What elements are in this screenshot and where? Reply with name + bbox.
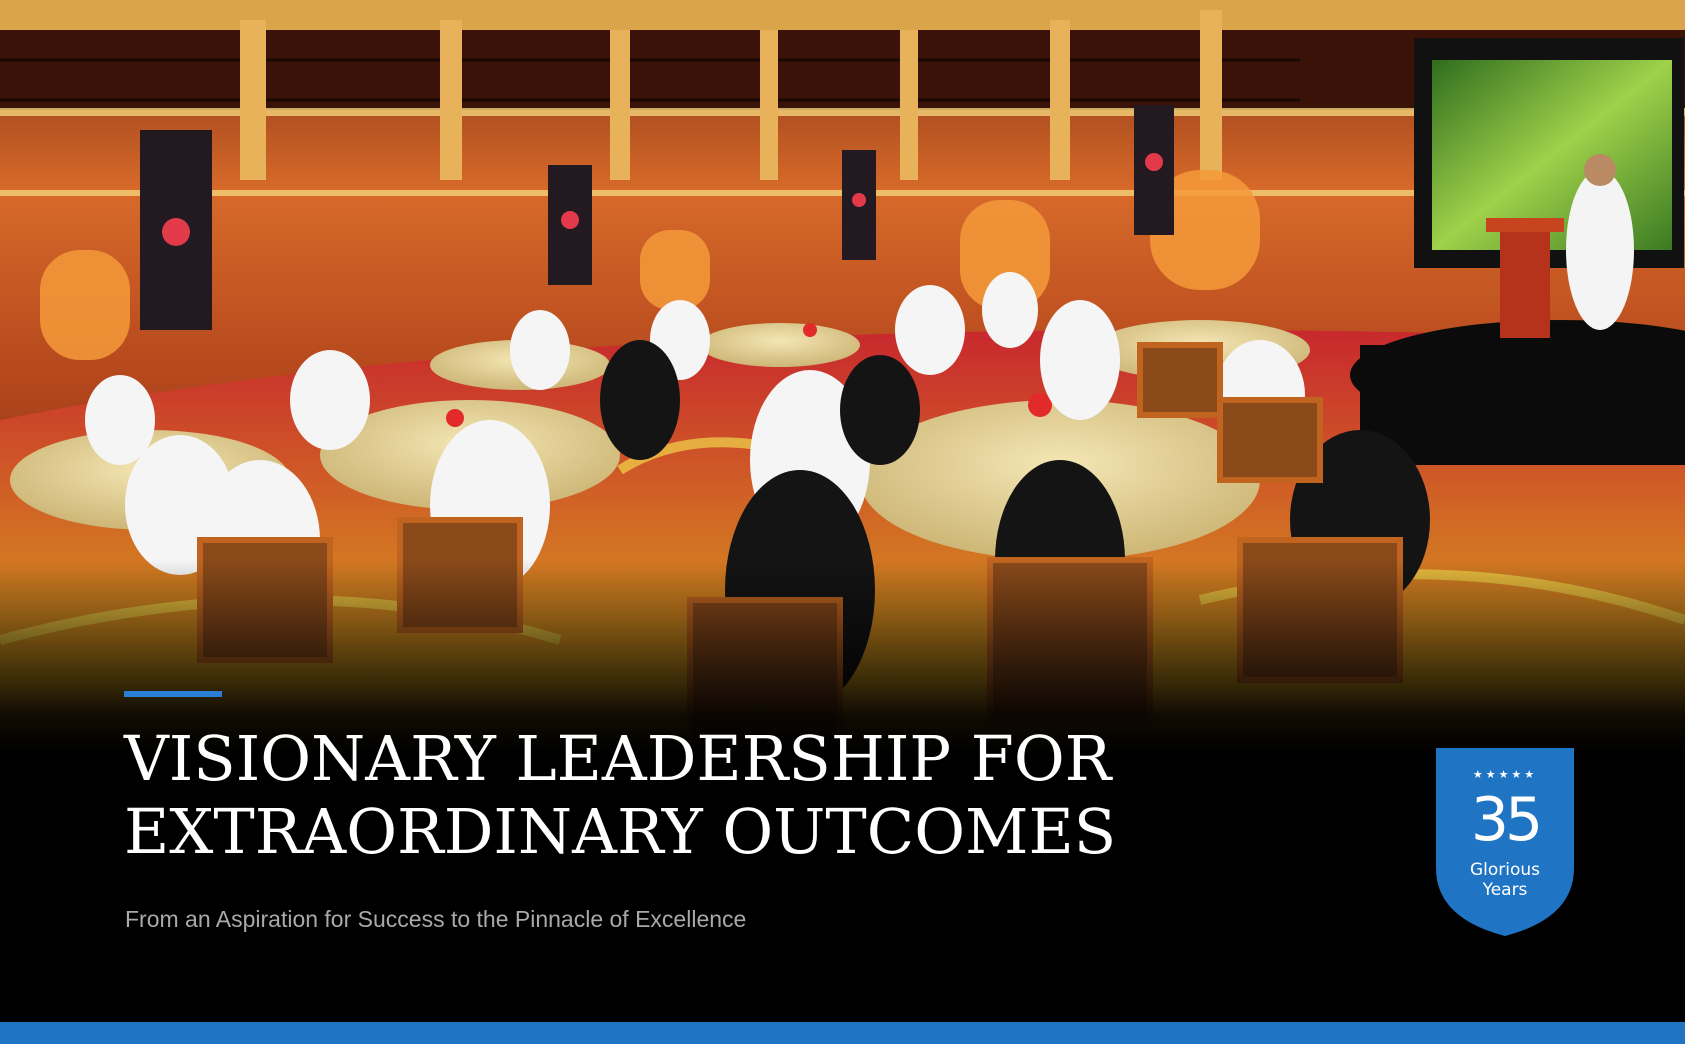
headline-line-1: VISIONARY LEADERSHIP FOR xyxy=(124,722,1112,795)
headline-line-2: EXTRAORDINARY OUTCOMES xyxy=(124,795,1117,868)
page-headline: VISIONARY LEADERSHIP FOR EXTRAORDINARY O… xyxy=(124,722,1116,868)
bottom-accent-bar xyxy=(0,1022,1685,1044)
badge-caption: Glorious Years xyxy=(1436,860,1574,900)
badge-shield-icon xyxy=(1436,748,1574,936)
badge-caption-line-1: Glorious xyxy=(1469,860,1541,880)
badge-caption-line-2: Years xyxy=(1482,880,1528,900)
page-subtitle: From an Aspiration for Success to the Pi… xyxy=(125,906,747,932)
dark-fade-overlay xyxy=(0,560,1685,1044)
anniversary-badge: ★★★★★ 35 Glorious Years xyxy=(1436,748,1574,936)
accent-line xyxy=(124,691,222,697)
badge-number: 35 xyxy=(1470,785,1543,855)
badge-stars-icon: ★★★★★ xyxy=(1472,769,1538,781)
